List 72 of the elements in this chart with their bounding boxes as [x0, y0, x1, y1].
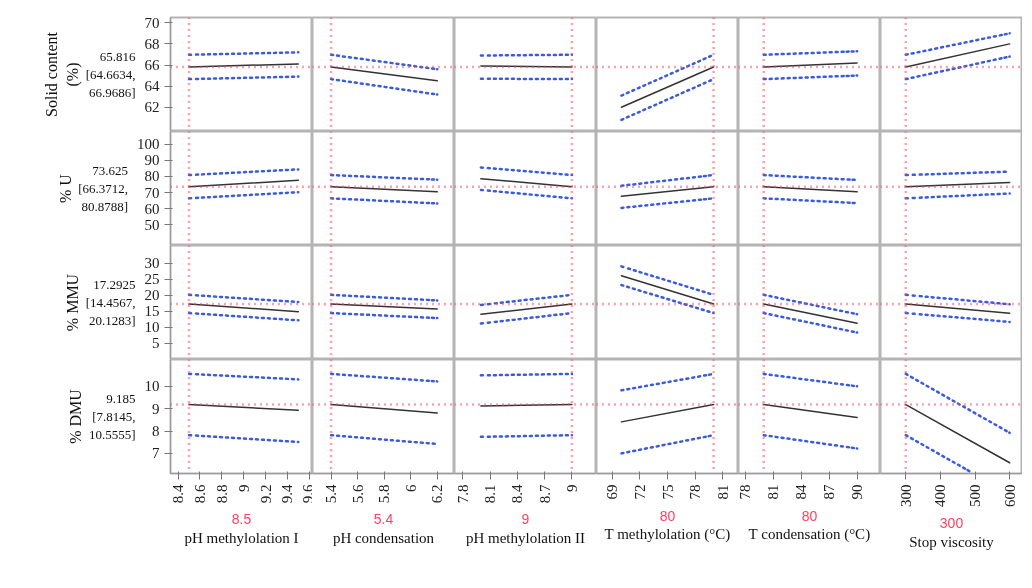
ref-line-label: 9	[521, 511, 530, 528]
text: 65.816 [64.6634, 66.9686]	[85, 49, 136, 100]
x-tick-label: 90	[849, 484, 866, 500]
x-tick-label: 9	[563, 484, 580, 492]
x-tick-label: 87	[821, 484, 838, 500]
x-tick-label: 78	[737, 484, 754, 500]
x-axis-title: pH methylolation I	[184, 529, 299, 546]
x-tick-label: 9.4	[279, 484, 296, 504]
x-axis-title: pH condensation	[332, 529, 435, 546]
y-axis-title: % U	[56, 173, 74, 203]
x-tick-label: 8.1	[482, 484, 498, 504]
y-tick-label: 15	[144, 303, 160, 320]
y-tick-label: 8	[152, 423, 160, 440]
y-tick-label: 70	[144, 184, 160, 201]
y-tick-label: 64	[144, 78, 160, 95]
x-tick-label: 69	[604, 484, 621, 500]
y-tick-label: 68	[144, 35, 160, 52]
x-tick-label: 6.2	[429, 484, 446, 504]
y-tick-label: 66	[144, 57, 160, 73]
text: 9.185 [7.8145, 10.5555]	[88, 391, 136, 442]
x-tick-label: 72	[631, 484, 648, 500]
y-tick-label: 25	[144, 271, 160, 288]
y-tick-label: 30	[144, 255, 160, 272]
ref-line-label: 8.5	[231, 511, 252, 528]
x-tick-label: 300	[897, 484, 914, 507]
x-tick-label: 75	[659, 484, 676, 500]
y-tick-label: 5	[152, 335, 160, 352]
y-tick-label: 70	[144, 14, 160, 31]
x-tick-label: 5.4	[323, 484, 340, 504]
x-tick-label: 8.7	[536, 484, 553, 504]
x-tick-label: 81	[765, 484, 782, 500]
x-tick-label: 8.8	[213, 484, 230, 504]
y-tick-label: 7	[152, 445, 160, 462]
ref-line-label: 5.4	[373, 511, 394, 528]
x-tick-label: 400	[932, 484, 949, 507]
x-tick-label: 8.4	[509, 484, 526, 504]
x-axis-title: pH methylolation II	[465, 529, 586, 546]
y-tick-label: 80	[144, 168, 160, 185]
y-tick-label: 50	[144, 216, 160, 233]
y-axis-title: % DMU	[66, 388, 84, 444]
y-tick-label: 10	[144, 378, 160, 395]
x-tick-label: 84	[793, 484, 810, 500]
x-tick-label: 5.6	[349, 484, 366, 504]
x-tick-label: 9	[235, 484, 252, 492]
ref-line-label: 300	[939, 515, 964, 531]
x-axis-title: Stop viscosity	[909, 533, 995, 550]
y-tick-label: 60	[144, 200, 160, 217]
y-axis-title: % MMU	[63, 273, 81, 332]
x-tick-label: 7.8	[454, 484, 471, 504]
text: 73.625 [66.3712, 80.8788]	[78, 163, 129, 214]
x-axis-title: T condensation (°C)	[748, 525, 871, 543]
y-tick-label: 100	[137, 136, 160, 153]
x-tick-label: 9.6	[299, 484, 316, 504]
y-tick-label: 62	[144, 99, 160, 116]
x-tick-label: 8.4	[170, 484, 187, 504]
ref-line-label: 80	[801, 507, 818, 524]
x-tick-label: 8.6	[191, 484, 208, 504]
x-tick-label: 81	[714, 484, 731, 500]
x-tick-label: 78	[687, 484, 704, 500]
y-axis-title: Solid content (%)	[43, 31, 82, 117]
y-tick-label: 90	[144, 152, 160, 169]
text: 17.2925 [14.4567, 20.1283]	[85, 277, 136, 328]
x-axis-title: T methylolation (°C)	[604, 525, 731, 543]
y-tick-label: 10	[144, 319, 160, 336]
x-tick-label: 5.8	[376, 484, 393, 504]
x-tick-label: 6	[402, 484, 419, 492]
y-tick-label: 9	[152, 400, 160, 417]
x-tick-label: 9.2	[257, 484, 274, 504]
y-tick-label: 20	[144, 287, 160, 304]
ref-line-label: 80	[659, 507, 676, 524]
x-tick-label: 500	[967, 484, 984, 507]
x-tick-label: 600	[1001, 484, 1018, 507]
